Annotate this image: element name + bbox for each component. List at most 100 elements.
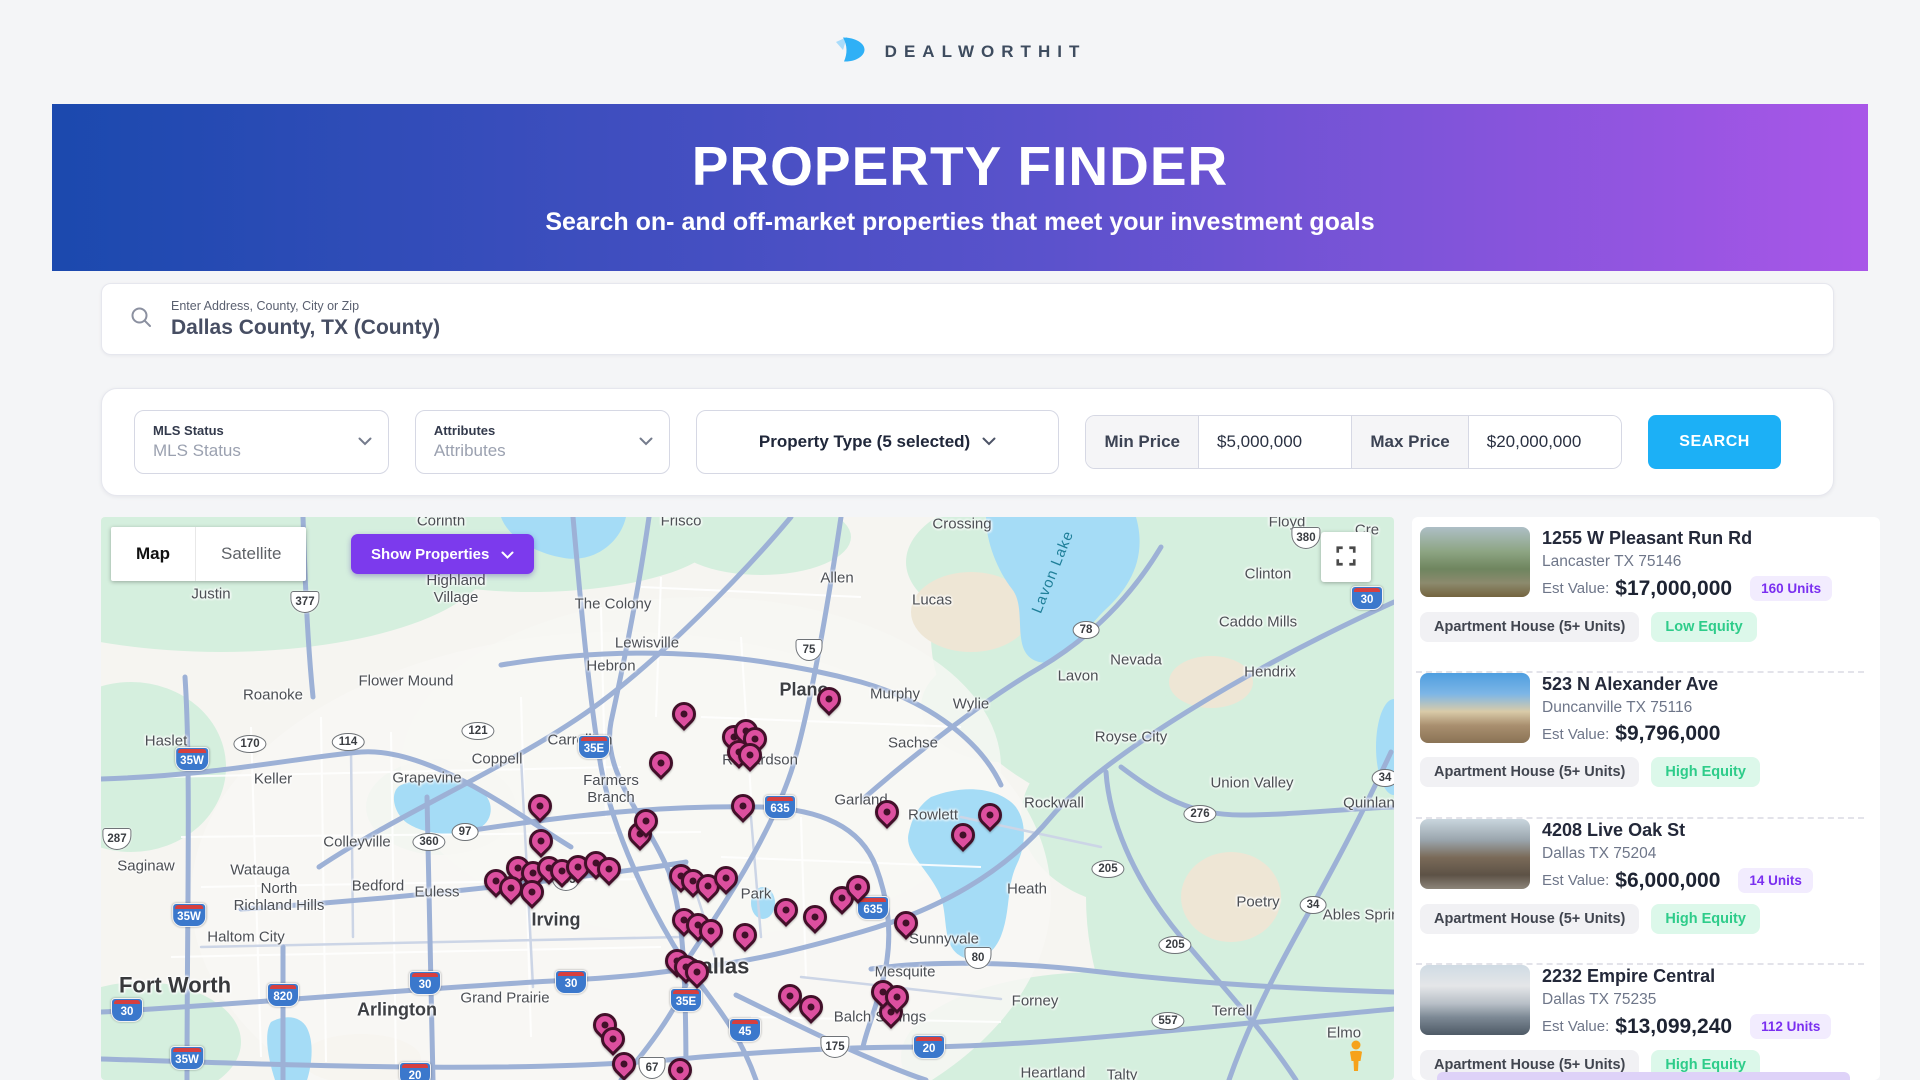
search-button[interactable]: SEARCH <box>1648 415 1781 469</box>
map-place-label: Rockwall <box>1023 794 1085 812</box>
highway-shield: 20 <box>399 1062 431 1080</box>
map-place-label: Colleyville <box>323 833 391 851</box>
property-card[interactable]: 4208 Live Oak St Dallas TX 75204 Est Val… <box>1412 819 1880 965</box>
card-divider <box>1416 817 1864 819</box>
attributes-placeholder: Attributes <box>433 441 506 460</box>
pegman-icon[interactable] <box>1346 1039 1366 1078</box>
satellite-view-button[interactable]: Satellite <box>195 527 306 581</box>
map-place-label: Hebron <box>586 657 636 675</box>
map-place-label: Coppell <box>471 750 523 768</box>
fullscreen-button[interactable] <box>1321 532 1371 582</box>
property-card-list: 1255 W Pleasant Run Rd Lancaster TX 7514… <box>1412 527 1880 1080</box>
property-city: Lancaster TX 75146 <box>1542 553 1682 570</box>
price-range-group: Min Price $5,000,000 Max Price $20,000,0… <box>1085 415 1623 469</box>
attributes-dropdown[interactable]: Attributes Attributes <box>414 410 670 474</box>
map-place-label: Mesquite <box>874 963 936 981</box>
card-divider <box>1416 963 1864 965</box>
map-place-label: Wylie <box>952 695 990 713</box>
map-place-label: Arlington <box>357 999 437 1020</box>
highway-shield: 67 <box>638 1057 666 1079</box>
mls-status-dropdown[interactable]: MLS Status MLS Status <box>134 410 389 474</box>
map-place-label: Garland <box>834 791 888 809</box>
highway-shield: 114 <box>331 733 365 751</box>
property-type-pill: Apartment House (5+ Units) <box>1420 757 1640 787</box>
map-type-control: Map Satellite <box>111 527 307 581</box>
map-place-label: Justin <box>191 585 231 603</box>
map-place-label: Royse City <box>1094 728 1168 746</box>
show-properties-button[interactable]: Show Properties <box>351 534 535 574</box>
address-search[interactable]: Enter Address, County, City or Zip Dalla… <box>101 283 1834 355</box>
card-divider <box>1416 671 1864 673</box>
property-value-row: Est Value: $13,099,240 112 Units <box>1542 1014 1832 1039</box>
map-place-label: Crossing <box>932 517 992 533</box>
property-type-pill: Apartment House (5+ Units) <box>1420 904 1640 934</box>
map-place-label: Terrell <box>1211 1002 1253 1020</box>
property-tags-row: Apartment House (5+ Units) High Equity <box>1420 904 1866 934</box>
highway-shield: 175 <box>820 1036 850 1058</box>
highway-shield: 30 <box>111 998 143 1022</box>
search-input[interactable]: Dallas County, TX (County) <box>171 315 441 339</box>
map-place-label: Lavon <box>1057 667 1099 685</box>
map-place-label: Flower Mound <box>358 672 454 690</box>
max-price-input[interactable]: $20,000,000 <box>1468 416 1622 468</box>
min-price-input[interactable]: $5,000,000 <box>1199 416 1353 468</box>
property-card-top: 1255 W Pleasant Run Rd Lancaster TX 7514… <box>1420 527 1866 601</box>
highway-shield: 205 <box>1091 860 1125 878</box>
property-city: Dallas TX 75235 <box>1542 991 1657 1008</box>
property-tags-row: Apartment House (5+ Units) Low Equity <box>1420 612 1866 642</box>
highway-shield: 34 <box>1371 769 1394 787</box>
highway-shield: 170 <box>233 735 267 753</box>
property-value-row: Est Value: $6,000,000 14 Units <box>1542 868 1813 893</box>
property-card-top: 523 N Alexander Ave Duncanville TX 75116… <box>1420 673 1866 746</box>
highway-shield: 30 <box>1351 586 1383 610</box>
show-properties-label: Show Properties <box>371 545 490 563</box>
map-place-label: Union Valley <box>1210 774 1294 792</box>
equity-badge: High Equity <box>1651 904 1760 934</box>
property-results-panel[interactable]: 1255 W Pleasant Run Rd Lancaster TX 7514… <box>1412 517 1880 1080</box>
units-badge: 160 Units <box>1750 576 1833 601</box>
property-card[interactable]: 2232 Empire Central Dallas TX 75235 Est … <box>1412 965 1880 1080</box>
map-place-label: Haslet <box>144 732 188 750</box>
equity-badge: Low Equity <box>1651 612 1757 642</box>
property-type-value: Property Type (5 selected) <box>758 432 971 451</box>
map-place-label: Watauga <box>230 861 290 879</box>
map-place-label: Irving <box>531 909 581 930</box>
map-place-label: Farmers Branch <box>583 771 639 806</box>
map-place-label: Caddo Mills <box>1218 613 1298 631</box>
property-card-top: 4208 Live Oak St Dallas TX 75204 Est Val… <box>1420 819 1866 893</box>
map-place-label: Frisco <box>660 517 702 530</box>
map-place-label: Elmo <box>1326 1024 1362 1042</box>
property-card[interactable]: 523 N Alexander Ave Duncanville TX 75116… <box>1412 673 1880 819</box>
property-value-row: Est Value: $9,796,000 <box>1542 722 1720 746</box>
chevron-down-icon <box>639 433 653 451</box>
property-type-dropdown[interactable]: Property Type (5 selected) <box>695 410 1060 474</box>
map-view-button[interactable]: Map <box>136 544 170 563</box>
highway-shield: 635 <box>857 896 889 920</box>
map-place-label: Lewisville <box>614 634 680 652</box>
map-place-label: Quinlan <box>1343 794 1394 812</box>
est-value-label: Est Value: <box>1542 725 1610 743</box>
map-place-label: The Colony <box>574 595 652 613</box>
highway-shield: 35E <box>670 988 702 1012</box>
equity-badge: High Equity <box>1651 757 1760 787</box>
map-place-label: Sunnyvale <box>908 930 980 948</box>
property-card[interactable]: 1255 W Pleasant Run Rd Lancaster TX 7514… <box>1412 527 1880 673</box>
est-value: $17,000,000 <box>1615 576 1733 600</box>
map-place-label: Sachse <box>887 734 939 752</box>
map-place-label: Clinton <box>1244 565 1292 583</box>
map-place-label: Corinth <box>416 517 466 530</box>
property-type-pill: Apartment House (5+ Units) <box>1420 612 1640 642</box>
highway-shield: 34 <box>1299 896 1327 914</box>
map-place-label: Hendrix <box>1244 663 1296 681</box>
hero-banner: PROPERTY FINDER Search on- and off-marke… <box>52 104 1868 271</box>
page-title: PROPERTY FINDER <box>691 135 1229 198</box>
map-canvas[interactable]: Corinth Frisco Crossing Floyd Cre Clinton Lavo… <box>101 517 1394 1080</box>
est-value: $13,099,240 <box>1615 1014 1733 1038</box>
highway-shield: 121 <box>461 722 495 740</box>
property-card-info: 4208 Live Oak St Dallas TX 75204 Est Val… <box>1542 819 1813 893</box>
property-city: Dallas TX 75204 <box>1542 845 1657 862</box>
property-value-row: Est Value: $17,000,000 160 Units <box>1542 576 1833 601</box>
map-place-label: Forney <box>1011 992 1059 1010</box>
est-value-label: Est Value: <box>1542 1018 1610 1035</box>
search-input-label: Enter Address, County, City or Zip <box>171 298 360 313</box>
